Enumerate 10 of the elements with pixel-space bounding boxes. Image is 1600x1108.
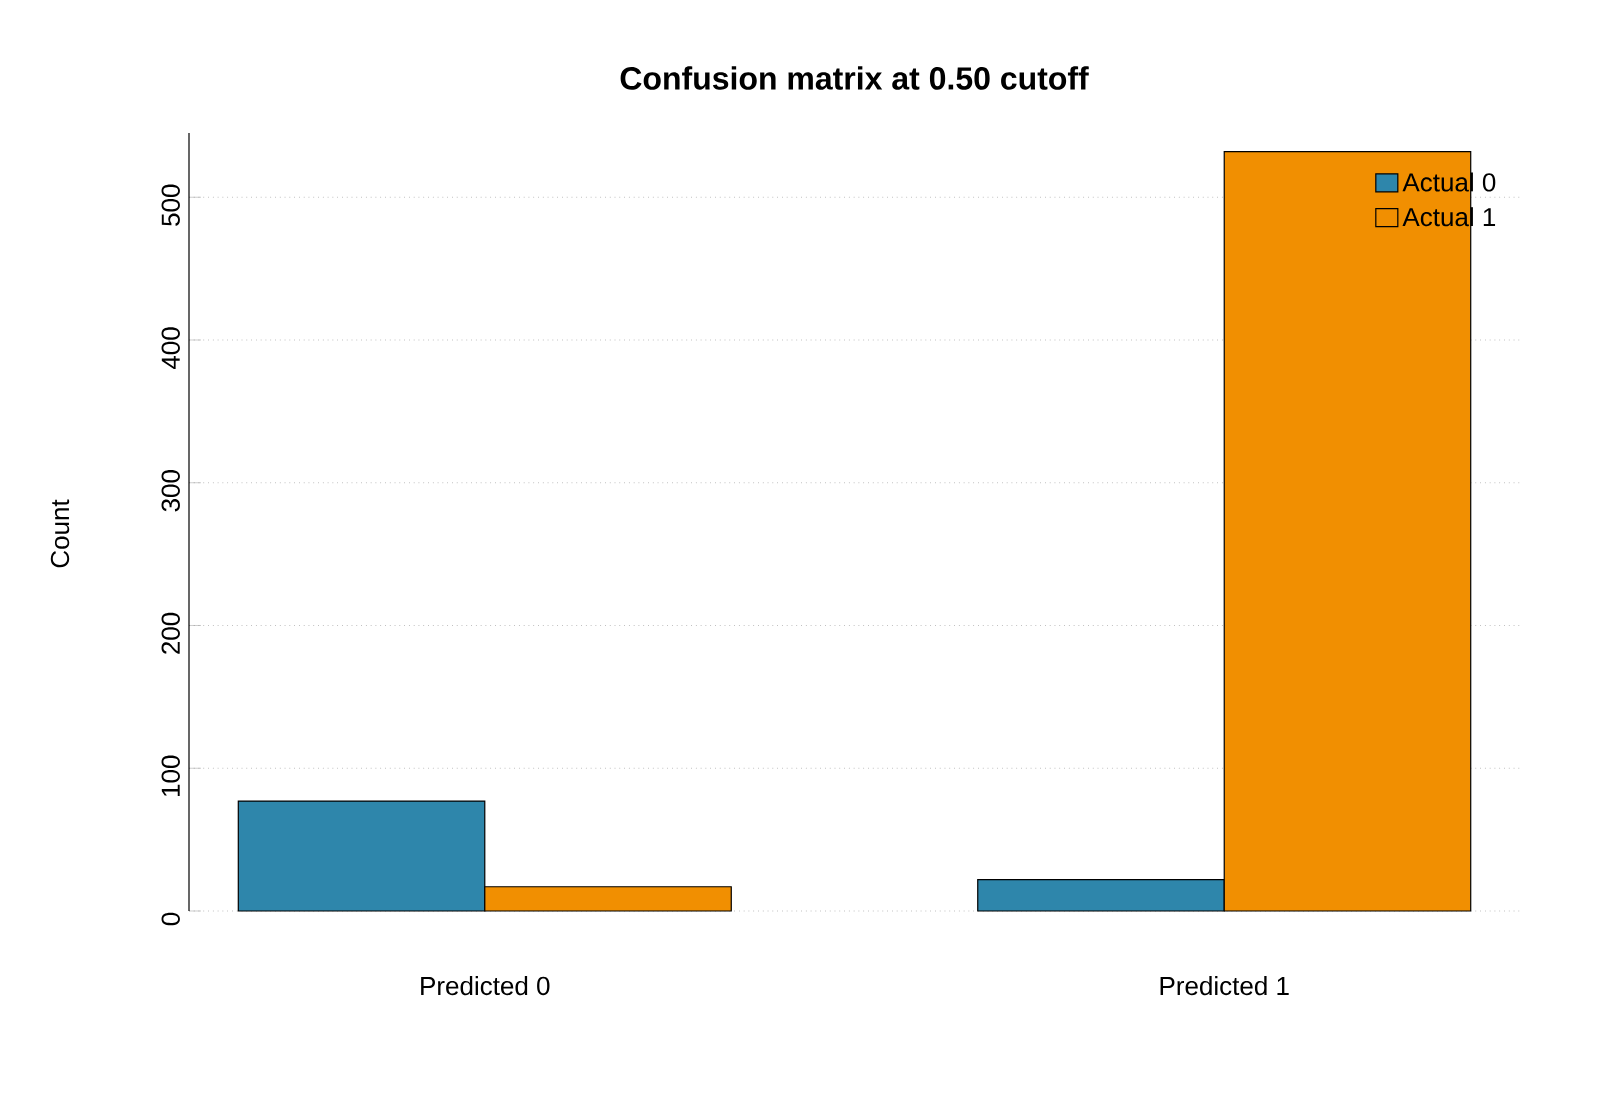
x-tick-label: Predicted 0	[421, 976, 550, 996]
y-tick-label: 0	[161, 912, 180, 926]
y-tick-label: 400	[161, 327, 180, 370]
chart-title: Confusion matrix at 0.50 cutoff	[620, 66, 1089, 90]
y-axis-title: Count	[50, 499, 70, 568]
x-tick-label: Predicted 1	[1160, 976, 1289, 996]
y-tick-label: 300	[161, 470, 180, 512]
y-tick-label: 500	[161, 184, 180, 226]
y-tick-label: 200	[161, 612, 180, 654]
y-tick-label: 100	[161, 755, 180, 796]
